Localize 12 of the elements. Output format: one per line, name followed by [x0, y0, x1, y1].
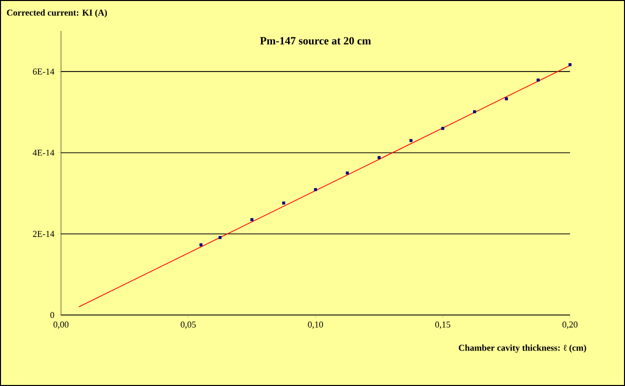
x-tick-label: 0,10 — [308, 322, 324, 329]
y-tick-label: 2E-14 — [32, 230, 54, 237]
x-tick-label: 0,20 — [562, 322, 578, 329]
chart-title: Pm-147 source at 20 cm — [260, 37, 371, 44]
y-tick-label: 0 — [50, 312, 54, 318]
y-axis-title: Corrected current: KI (A) — [6, 9, 107, 18]
x-tick-label: 0,00 — [54, 322, 69, 329]
x-tick-label: 0,05 — [180, 322, 196, 329]
y-tick-label: 6E-14 — [32, 68, 54, 75]
x-axis-title: Chamber cavity thickness: ℓ (cm) — [458, 344, 586, 353]
x-tick-label: 0,15 — [435, 322, 450, 329]
y-tick-label: 4E-14 — [32, 150, 54, 156]
